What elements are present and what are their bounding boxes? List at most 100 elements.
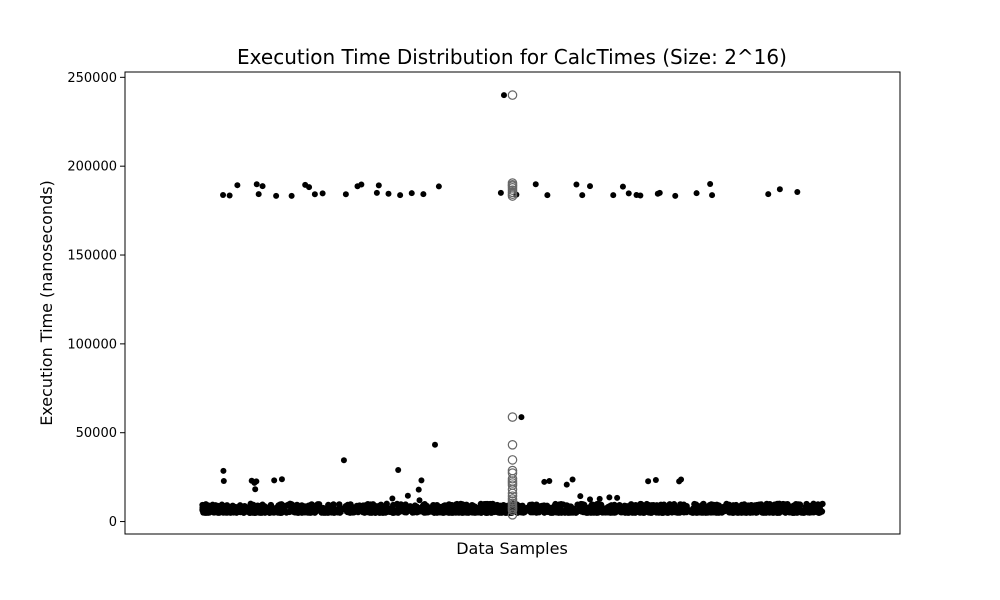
strip-point	[251, 509, 258, 516]
y-tick-label: 0	[109, 515, 117, 530]
strip-point	[532, 181, 539, 188]
strip-point	[650, 508, 657, 515]
strip-point	[270, 509, 277, 516]
strip-point	[759, 509, 766, 516]
strip-point	[548, 509, 555, 516]
strip-point	[709, 509, 717, 516]
strip-point	[666, 501, 673, 508]
strip-point	[652, 476, 659, 483]
strip-point	[625, 190, 632, 197]
strip-point	[663, 507, 671, 515]
strip-point	[289, 505, 296, 513]
strip-point	[656, 189, 663, 196]
strip-point	[712, 502, 719, 510]
strip-point	[306, 184, 313, 191]
strip-point	[581, 505, 589, 513]
strip-point	[253, 181, 260, 188]
strip-point	[537, 503, 544, 510]
strip-point	[420, 501, 428, 509]
strip-point	[614, 494, 621, 501]
strip-point	[254, 502, 261, 509]
strip-point	[529, 502, 536, 510]
strip-point	[495, 509, 502, 516]
strip-point	[709, 192, 716, 199]
strip-point	[698, 505, 706, 513]
strip-point	[220, 478, 227, 485]
strip-point	[326, 505, 334, 513]
strip-dense-band	[199, 500, 826, 516]
strip-point	[349, 504, 357, 511]
strip-point	[619, 183, 626, 190]
strip-point	[577, 493, 584, 500]
strip-point	[673, 508, 680, 515]
strip-point	[420, 191, 427, 198]
strip-point	[637, 192, 644, 199]
strip-point	[502, 509, 509, 516]
strip-point	[433, 509, 441, 516]
strip-point	[424, 507, 431, 514]
strip-point	[804, 508, 811, 516]
strip-point	[741, 503, 749, 510]
strip-point	[346, 509, 353, 516]
strip-point	[762, 502, 769, 510]
outlier-point	[507, 484, 518, 495]
strip-point	[210, 502, 217, 510]
outlier-point	[507, 90, 518, 100]
strip-point	[253, 478, 260, 485]
strip-point	[635, 508, 643, 515]
strip-point	[796, 501, 804, 508]
strip-point	[617, 506, 625, 514]
strip-point	[569, 476, 576, 483]
strip-point	[276, 507, 283, 514]
strip-point	[392, 508, 399, 515]
strip-point	[330, 509, 338, 516]
strip-point	[288, 192, 295, 199]
strip-point	[645, 504, 652, 512]
strip-point	[789, 507, 796, 515]
strip-point	[237, 505, 244, 513]
strip-point	[693, 190, 700, 197]
strip-point	[596, 495, 603, 502]
strip-point	[412, 504, 420, 512]
strip-point	[361, 509, 368, 516]
strip-point	[707, 180, 714, 187]
strip-point	[632, 501, 639, 509]
strip-point	[603, 508, 611, 516]
strip-point	[358, 181, 365, 188]
strip-point	[612, 509, 619, 516]
outlier-point	[507, 191, 518, 201]
y-axis-label: Execution Time (nanoseconds)	[37, 180, 56, 426]
strip-point	[234, 182, 241, 189]
strip-point	[455, 503, 463, 511]
strip-point	[610, 192, 617, 199]
outlier-point	[507, 510, 518, 520]
strip-point	[477, 500, 485, 508]
strip-point	[579, 192, 586, 199]
strip-point	[378, 504, 385, 511]
strip-point	[541, 509, 548, 516]
strip-point	[404, 492, 411, 499]
strip-point	[623, 508, 630, 515]
strip-point	[342, 191, 349, 198]
strip-point	[340, 457, 347, 464]
boxplot-outliers	[507, 90, 518, 520]
strip-point	[541, 478, 548, 485]
strip-point	[367, 501, 374, 508]
outlier-point	[507, 455, 518, 465]
strip-point	[567, 509, 574, 516]
strip-point	[500, 92, 507, 99]
strip-point	[544, 192, 551, 199]
strip-point	[771, 501, 778, 508]
strip-point	[229, 503, 236, 511]
strip-point	[756, 502, 764, 510]
strip-point	[435, 183, 442, 190]
strip-point	[415, 486, 422, 493]
chart-title: Execution Time Distribution for CalcTime…	[237, 45, 787, 69]
strip-point	[397, 501, 405, 508]
strip-point	[313, 502, 320, 509]
strip-point	[271, 477, 278, 484]
strip-point	[318, 508, 325, 515]
strip-point	[813, 506, 821, 513]
strip-point	[546, 478, 553, 485]
